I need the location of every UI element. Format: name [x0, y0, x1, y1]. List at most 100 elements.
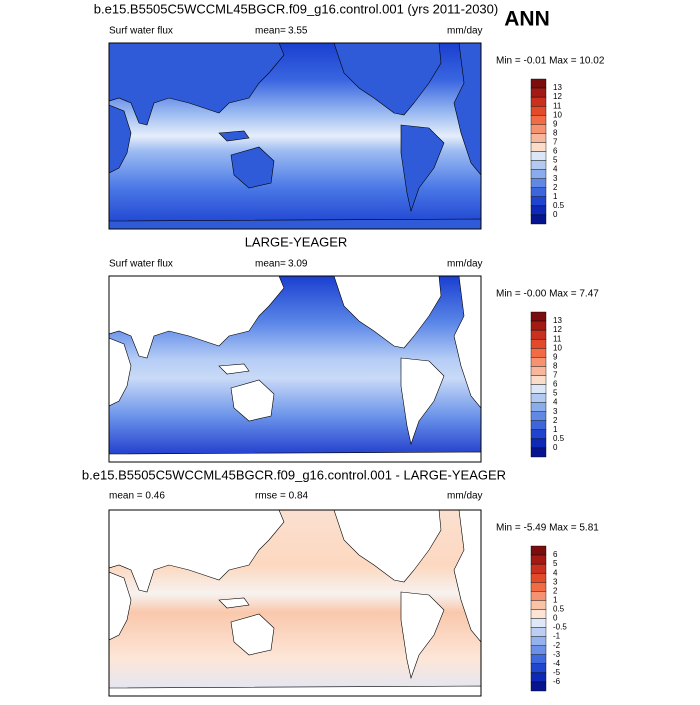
colorbar-box	[530, 169, 547, 179]
min-max: Min = -0.01 Max = 10.02	[496, 56, 605, 67]
units: mm/day	[447, 26, 483, 37]
colorbar-box	[530, 214, 547, 225]
colorbar-label: 11	[553, 334, 562, 343]
colorbar-box	[530, 600, 547, 610]
colorbar-box	[530, 384, 547, 394]
colorbar-label: 11	[553, 101, 562, 110]
colorbar-box	[530, 402, 547, 412]
colorbar-box	[530, 554, 547, 565]
colorbar-box	[530, 320, 547, 331]
colorbar-box	[530, 196, 547, 207]
colorbar-box	[530, 311, 547, 322]
colorbar-label: 0.5	[553, 201, 565, 210]
colorbar-label: 8	[553, 128, 558, 137]
mean-value: 3.09	[288, 259, 308, 270]
colorbar-label: 5	[553, 559, 558, 568]
colorbar-label: 0.5	[553, 434, 565, 443]
colorbar-label: -1	[553, 632, 561, 641]
colorbar-label: 3	[553, 577, 558, 586]
colorbar-label: 5	[553, 156, 558, 165]
colorbar-box	[530, 348, 547, 358]
colorbar-box	[530, 545, 547, 556]
colorbar-box	[530, 672, 547, 683]
colorbar-box	[530, 563, 547, 574]
colorbar-box	[530, 447, 547, 458]
colorbar-box	[530, 133, 547, 143]
mean-value: 3.55	[288, 26, 308, 37]
colorbar-box	[530, 393, 547, 403]
colorbar-label: 12	[553, 92, 562, 101]
min-max: Min = -0.00 Max = 7.47	[496, 289, 599, 300]
colorbar-label: -2	[553, 641, 561, 650]
colorbar-label: 9	[553, 119, 558, 128]
map-frame	[108, 275, 482, 463]
map-frame	[108, 509, 482, 697]
colorbar-label: 7	[553, 371, 558, 380]
panel-title: LARGE-YEAGER	[245, 234, 348, 249]
colorbar-box	[530, 636, 547, 646]
colorbar-label: 10	[553, 343, 562, 352]
colorbar-box	[530, 609, 547, 619]
units: mm/day	[447, 491, 483, 502]
colorbar-box	[530, 124, 547, 134]
colorbar-box	[530, 429, 547, 440]
left-label: Surf water flux	[109, 26, 173, 37]
min-max: Min = -5.49 Max = 5.81	[496, 523, 599, 534]
colorbar-label: 4	[553, 398, 558, 407]
colorbar-box	[530, 438, 547, 449]
colorbar-box	[530, 187, 547, 198]
colorbar-label: 6	[553, 550, 558, 559]
colorbar-box	[530, 663, 547, 674]
colorbar-box	[530, 329, 547, 340]
colorbar-label: 10	[553, 110, 562, 119]
colorbar-box	[530, 115, 547, 125]
colorbar-label: 9	[553, 352, 558, 361]
panel-title: b.e15.B5505C5WCCML45BGCR.f09_g16.control…	[94, 1, 498, 16]
colorbar-box	[530, 411, 547, 421]
units: mm/day	[447, 259, 483, 270]
colorbar-label: 1	[553, 425, 558, 434]
colorbar-label: 0	[553, 443, 558, 452]
colorbar-label: -4	[553, 659, 561, 668]
colorbar-box	[530, 96, 547, 107]
colorbar-box	[530, 338, 547, 349]
left-label: mean = 0.46	[109, 491, 165, 502]
center-label: rmse = 0.84	[255, 491, 309, 502]
center-label: mean=	[255, 259, 286, 270]
colorbar-label: 5	[553, 389, 558, 398]
colorbar-box	[530, 366, 547, 376]
colorbar-label: 0	[553, 614, 558, 623]
colorbar-label: -6	[553, 677, 561, 686]
colorbar-box	[530, 618, 547, 628]
colorbar-box	[530, 205, 547, 216]
colorbar-label: 6	[553, 147, 558, 156]
colorbar-label: -5	[553, 668, 561, 677]
colorbar-box	[530, 572, 547, 583]
colorbar-label: 3	[553, 407, 558, 416]
colorbar-label: 4	[553, 165, 558, 174]
colorbar-label: 2	[553, 183, 558, 192]
colorbar-label: 4	[553, 568, 558, 577]
colorbar-label: 2	[553, 586, 558, 595]
colorbar-label: -0.5	[553, 623, 567, 632]
colorbar-label: 12	[553, 325, 562, 334]
colorbar-label: 0	[553, 210, 558, 219]
colorbar-label: 13	[553, 316, 562, 325]
colorbar-box	[530, 645, 547, 655]
colorbar-box	[530, 420, 547, 431]
colorbar-label: 6	[553, 380, 558, 389]
colorbar-box	[530, 582, 547, 592]
panel-title: b.e15.B5505C5WCCML45BGCR.f09_g16.control…	[82, 467, 506, 482]
map-frame	[108, 42, 482, 230]
colorbar-box	[530, 375, 547, 385]
colorbar-label: 0.5	[553, 605, 565, 614]
colorbar-label: 7	[553, 138, 558, 147]
center-label: mean=	[255, 26, 286, 37]
colorbar-label: 2	[553, 416, 558, 425]
colorbar-box	[530, 142, 547, 152]
colorbar-box	[530, 357, 547, 367]
colorbar-box	[530, 151, 547, 161]
colorbar-label: 1	[553, 595, 558, 604]
colorbar-label: 1	[553, 192, 558, 201]
